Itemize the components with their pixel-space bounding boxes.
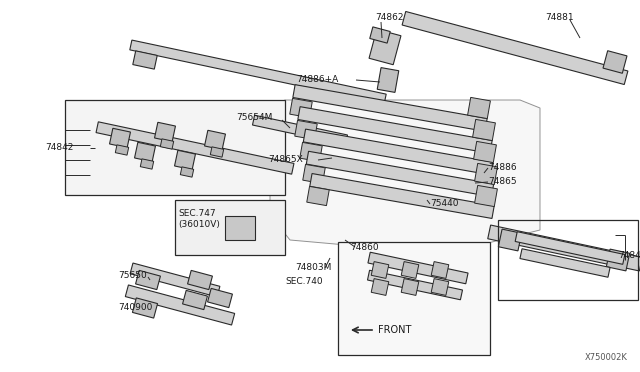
Polygon shape <box>125 285 235 325</box>
Text: 74886: 74886 <box>488 164 516 173</box>
Polygon shape <box>109 128 131 148</box>
Polygon shape <box>367 270 463 300</box>
Polygon shape <box>140 159 154 169</box>
Text: 74860: 74860 <box>350 243 379 251</box>
Polygon shape <box>180 167 194 177</box>
Polygon shape <box>130 40 386 104</box>
Polygon shape <box>368 252 468 284</box>
Polygon shape <box>290 98 312 118</box>
Polygon shape <box>475 163 497 185</box>
Polygon shape <box>472 119 495 141</box>
Polygon shape <box>520 249 610 277</box>
Text: 75654M: 75654M <box>236 113 273 122</box>
Polygon shape <box>402 12 628 84</box>
Polygon shape <box>606 249 630 271</box>
Polygon shape <box>225 216 255 240</box>
Polygon shape <box>96 122 294 174</box>
Polygon shape <box>474 141 497 163</box>
Text: 74842: 74842 <box>45 144 74 153</box>
Text: 74803M: 74803M <box>295 263 332 273</box>
Text: SEC.740: SEC.740 <box>285 278 323 286</box>
Polygon shape <box>303 164 325 184</box>
Polygon shape <box>130 263 220 297</box>
Polygon shape <box>205 130 225 150</box>
Text: SEC.747: SEC.747 <box>178 209 216 218</box>
Polygon shape <box>136 270 161 290</box>
Polygon shape <box>115 145 129 155</box>
Polygon shape <box>307 186 329 206</box>
Text: X750002K: X750002K <box>585 353 628 362</box>
Polygon shape <box>488 225 640 271</box>
Text: 740900: 740900 <box>118 304 152 312</box>
Polygon shape <box>431 262 449 278</box>
Polygon shape <box>270 100 540 248</box>
Polygon shape <box>499 229 522 251</box>
Polygon shape <box>371 279 388 295</box>
Polygon shape <box>295 121 317 140</box>
Text: 75650: 75650 <box>118 270 147 279</box>
Text: 74865X: 74865X <box>268 155 303 164</box>
Polygon shape <box>298 107 492 153</box>
Polygon shape <box>603 51 627 73</box>
Polygon shape <box>307 151 493 197</box>
Polygon shape <box>369 29 401 65</box>
Text: 74865: 74865 <box>488 177 516 186</box>
Polygon shape <box>468 97 490 119</box>
Polygon shape <box>475 185 497 206</box>
Polygon shape <box>401 262 419 278</box>
Text: 74862: 74862 <box>375 13 403 22</box>
Polygon shape <box>253 115 348 145</box>
Polygon shape <box>182 291 207 310</box>
Polygon shape <box>370 27 390 43</box>
Polygon shape <box>371 262 388 278</box>
Text: 75440: 75440 <box>430 199 458 208</box>
Polygon shape <box>303 129 493 175</box>
Polygon shape <box>377 68 399 92</box>
Polygon shape <box>207 288 232 308</box>
Polygon shape <box>338 242 490 355</box>
Polygon shape <box>132 51 157 69</box>
Text: FRONT: FRONT <box>378 325 412 335</box>
Text: 74881: 74881 <box>545 13 573 22</box>
Polygon shape <box>515 232 625 264</box>
Polygon shape <box>175 150 195 170</box>
Polygon shape <box>401 279 419 295</box>
Polygon shape <box>431 279 449 295</box>
Polygon shape <box>65 100 285 195</box>
Polygon shape <box>132 298 157 318</box>
Polygon shape <box>175 200 285 255</box>
Polygon shape <box>300 142 322 161</box>
Polygon shape <box>154 122 175 142</box>
Polygon shape <box>211 147 224 157</box>
Polygon shape <box>293 85 487 131</box>
Polygon shape <box>310 173 494 218</box>
Polygon shape <box>160 139 173 149</box>
Text: 74843: 74843 <box>618 250 640 260</box>
Text: 74886+A: 74886+A <box>296 76 339 84</box>
Text: (36010V): (36010V) <box>178 219 220 228</box>
Polygon shape <box>188 270 212 290</box>
Polygon shape <box>134 142 156 162</box>
